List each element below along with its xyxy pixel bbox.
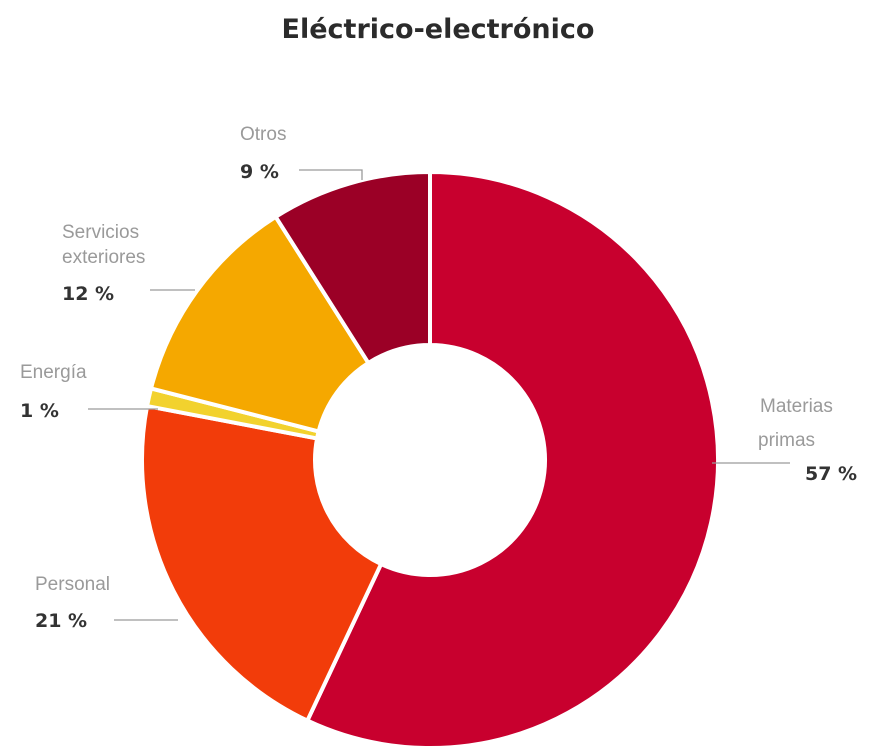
slice-servicios-exteriores: [148, 214, 372, 434]
slice-labels: Materias primas 57 % Personal 21 % Energía 1 %…: [20, 124, 857, 632]
category-label-otros: Otros: [240, 124, 286, 145]
slice-otros: [272, 169, 432, 366]
donut-slices: [140, 169, 721, 750]
slice-materias-primas: [304, 169, 721, 750]
value-label-personal: 21 %: [35, 610, 87, 632]
value-label-servicios-exteriores: 12 %: [62, 283, 114, 305]
value-label-energia: 1 %: [20, 400, 59, 422]
category-label-materias-primas: Materias: [760, 396, 833, 417]
category-label-personal: Personal: [35, 574, 110, 595]
chart-title: Eléctrico-electrónico: [282, 14, 595, 45]
category-label-servicios-exteriores: exteriores: [62, 247, 145, 268]
slice-personal: [140, 403, 384, 724]
value-label-materias-primas: 57 %: [805, 463, 857, 485]
category-label-energia: Energía: [20, 362, 87, 383]
leader-line-otros: [299, 169, 363, 180]
category-label-servicios-exteriores: Servicios: [62, 222, 139, 243]
value-label-otros: 9 %: [240, 161, 279, 183]
category-label-materias-primas: primas: [758, 430, 815, 451]
